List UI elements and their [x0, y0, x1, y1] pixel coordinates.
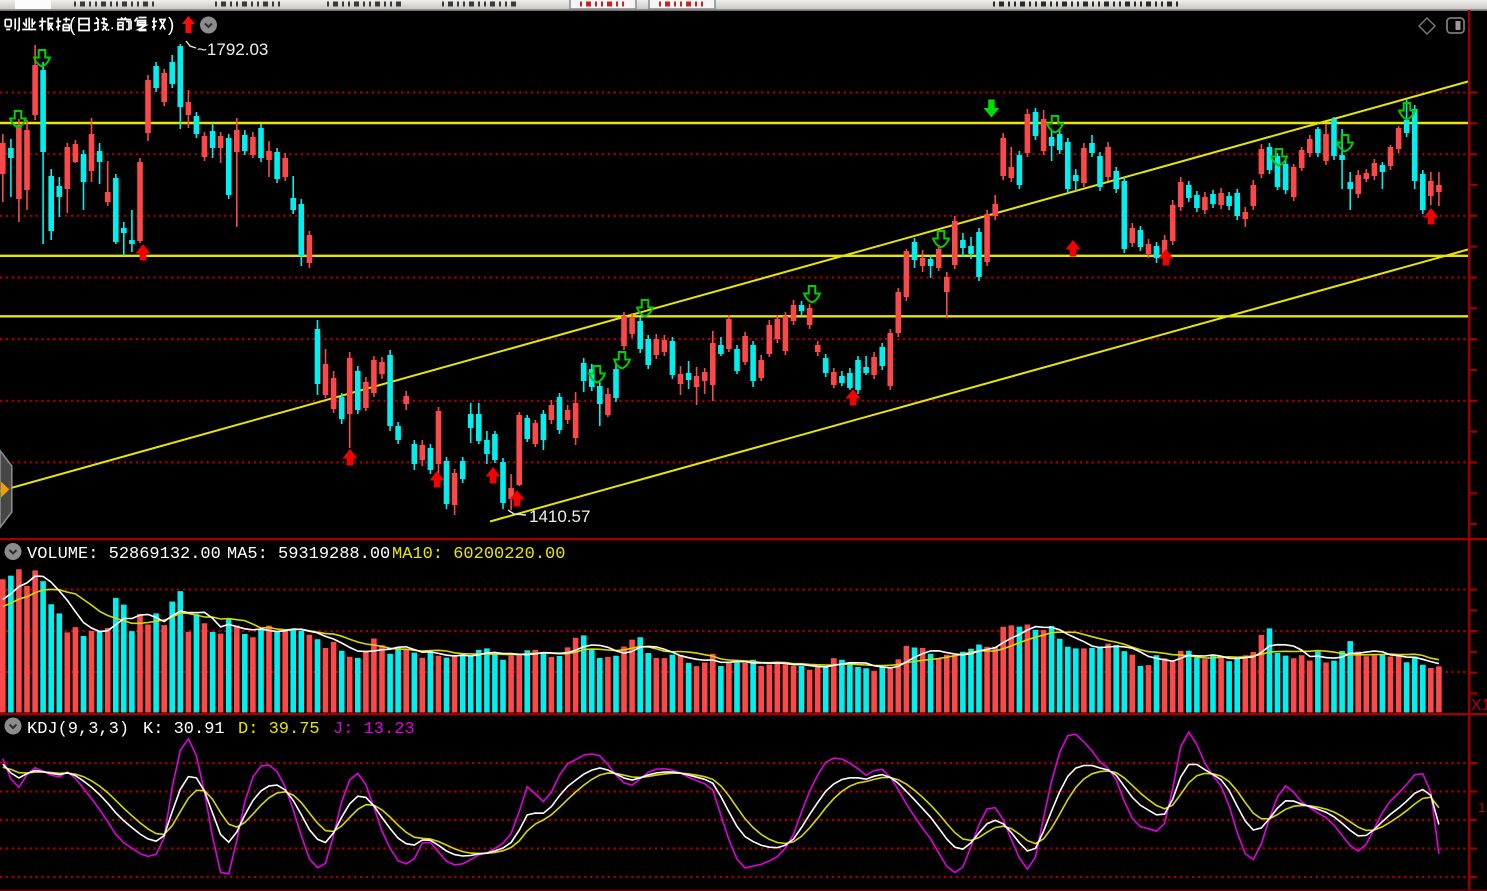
svg-text:1: 1 — [1478, 799, 1486, 815]
svg-text:.: . — [110, 16, 114, 33]
svg-text:MA5: 59319288.00: MA5: 59319288.00 — [227, 545, 390, 564]
svg-text:K: 30.91: K: 30.91 — [143, 720, 225, 739]
svg-text:MA10: 60200220.00: MA10: 60200220.00 — [392, 545, 565, 564]
svg-text:J: 13.23: J: 13.23 — [333, 720, 415, 739]
svg-text:VOLUME: 52869132.00: VOLUME: 52869132.00 — [27, 545, 221, 564]
svg-text:X1: X1 — [1471, 697, 1487, 714]
svg-text:): ) — [168, 15, 174, 36]
svg-text:(: ( — [69, 15, 76, 36]
svg-text:1410.57: 1410.57 — [529, 507, 590, 526]
svg-text:~1792.03: ~1792.03 — [197, 40, 268, 59]
svg-text:KDJ(9,3,3): KDJ(9,3,3) — [27, 720, 129, 739]
svg-text:D: 39.75: D: 39.75 — [238, 720, 320, 739]
